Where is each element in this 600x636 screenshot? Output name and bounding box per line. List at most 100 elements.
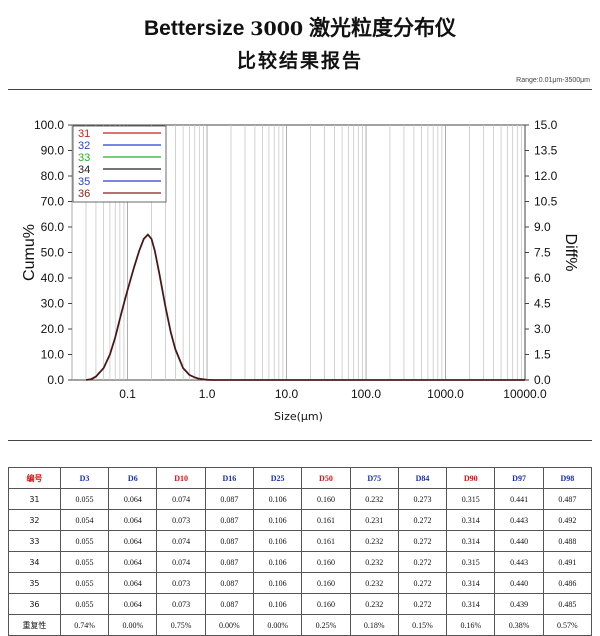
table-cell: 31 [8, 488, 61, 510]
table-cell: 0.064 [108, 488, 158, 510]
product-name: 激光粒度分布仪 [308, 17, 456, 40]
table-cell: 0.160 [301, 593, 351, 615]
report-title: Bettersize 3000 激光粒度分布仪 [0, 12, 600, 42]
legend-label: 33 [78, 152, 90, 164]
table-cell: 0.087 [204, 593, 255, 615]
table-cell: 0.16% [446, 614, 496, 636]
y-right-tick-label: 10.5 [534, 195, 558, 209]
y-left-tick-label: 80.0 [41, 169, 65, 183]
legend-label: 31 [78, 128, 90, 140]
y-right-tick-label: 7.5 [534, 246, 551, 260]
table-cell: 0.161 [301, 509, 351, 531]
table-header-cell: D84 [397, 467, 448, 489]
table-cell: 0.315 [446, 488, 496, 510]
table-header-cell: D10 [156, 467, 206, 489]
y-right-tick-label: 12.0 [534, 169, 558, 183]
legend-label: 36 [78, 188, 90, 200]
table-cell: 0.314 [446, 509, 496, 531]
table-cell: 34 [8, 551, 61, 573]
table-row: 31 0.055 0.064 0.074 0.087 0.106 0.160 0.232 0.2… [8, 488, 593, 510]
y-right-tick-label: 6.0 [534, 271, 551, 285]
table-cell: 0.272 [397, 551, 448, 573]
x-tick-label: 100.0 [351, 387, 381, 401]
table-cell: 0.087 [204, 572, 255, 594]
table-cell: 0.315 [446, 551, 496, 573]
table-cell: 0.055 [59, 593, 110, 615]
y-right-tick-label: 4.5 [534, 297, 551, 311]
table-cell: 0.00% [204, 614, 255, 636]
table-cell: 0.441 [494, 488, 544, 510]
table-cell: 0.439 [494, 593, 544, 615]
y-left-tick-label: 60.0 [41, 220, 65, 234]
table-header-cell: 编号 [8, 467, 61, 489]
measurement-range: Range:0.01μm-3500μm [516, 77, 590, 84]
y-left-tick-label: 30.0 [41, 297, 65, 311]
table-cell: 0.57% [542, 614, 593, 636]
model-number: 3000 [250, 18, 304, 40]
table-cell: 0.064 [108, 530, 158, 552]
table-cell: 0.272 [397, 572, 448, 594]
y-left-tick-label: 50.0 [41, 246, 65, 260]
table-cell: 0.087 [204, 551, 255, 573]
table-cell: 0.054 [59, 509, 110, 531]
table-cell: 0.314 [446, 572, 496, 594]
table-cell: 0.106 [253, 551, 303, 573]
table-cell: 0.232 [349, 572, 399, 594]
table-header-cell: D25 [253, 467, 303, 489]
legend-box [72, 125, 167, 203]
x-tick-label: 0.1 [119, 387, 136, 401]
table-cell: 0.443 [494, 551, 544, 573]
table-row: 36 0.055 0.064 0.073 0.087 0.106 0.160 0.232 0.2… [8, 593, 593, 615]
table-cell: 0.38% [494, 614, 544, 636]
y-right-tick-label: 9.0 [534, 220, 551, 234]
table-cell: 0.18% [349, 614, 399, 636]
table-cell: 0.055 [59, 488, 110, 510]
table-cell: 0.055 [59, 551, 110, 573]
table-cell: 36 [8, 593, 61, 615]
table-cell: 0.160 [301, 551, 351, 573]
table-body: 31 0.055 0.064 0.074 0.087 0.106 0.160 0.232 0.2… [8, 488, 593, 636]
table-cell: 0.440 [494, 572, 544, 594]
table-cell: 0.064 [108, 509, 158, 531]
table-cell: 0.231 [349, 509, 399, 531]
table-cell: 0.485 [542, 593, 593, 615]
table-cell: 0.273 [397, 488, 448, 510]
table-cell: 0.00% [253, 614, 303, 636]
results-table: 编号 D3 D6 D10 D16 D25 D50 D75 D84 D90 D97 D98 31 0.05… [8, 467, 593, 636]
table-cell: 0.488 [542, 530, 593, 552]
table-cell: 0.161 [301, 530, 351, 552]
table-cell: 0.492 [542, 509, 593, 531]
table-cell: 0.074 [156, 530, 206, 552]
table-cell: 33 [8, 530, 61, 552]
table-cell: 重复性 [8, 614, 61, 636]
brand-name: Bettersize [144, 17, 245, 40]
table-cell: 0.055 [59, 572, 110, 594]
y-left-tick-label: 100.0 [34, 118, 64, 132]
report-subtitle: 比较结果报告 [236, 50, 363, 72]
table-cell: 0.15% [397, 614, 448, 636]
particle-size-chart: 0.0 0.0 10.0 1.5 20.0 3.0 30.0 4.5 40.0 6.0 50.0 7.… [21, 118, 579, 423]
table-cell: 0.073 [156, 572, 206, 594]
table-cell: 0.106 [253, 593, 303, 615]
table-cell: 0.272 [397, 593, 448, 615]
bottom-divider [8, 440, 592, 441]
y-left-tick-label: 0.0 [47, 373, 64, 387]
table-header-cell: D98 [542, 467, 593, 489]
table-cell: 0.440 [494, 530, 544, 552]
table-cell: 0.272 [397, 530, 448, 552]
table-cell: 0.75% [156, 614, 206, 636]
table-cell: 0.443 [494, 509, 544, 531]
table-cell: 0.232 [349, 488, 399, 510]
table-cell: 0.232 [349, 530, 399, 552]
y-right-tick-label: 0.0 [534, 373, 551, 387]
y-left-tick-label: 70.0 [41, 195, 65, 209]
table-cell: 0.064 [108, 572, 158, 594]
legend-label: 35 [78, 176, 90, 188]
table-cell: 0.087 [204, 530, 255, 552]
table-header-cell: D16 [204, 467, 255, 489]
y-right-tick-label: 15.0 [534, 118, 558, 132]
table-cell: 0.087 [204, 488, 255, 510]
table-cell: 0.232 [349, 593, 399, 615]
table-header-cell: D6 [108, 467, 158, 489]
table-header-cell: D3 [59, 467, 110, 489]
